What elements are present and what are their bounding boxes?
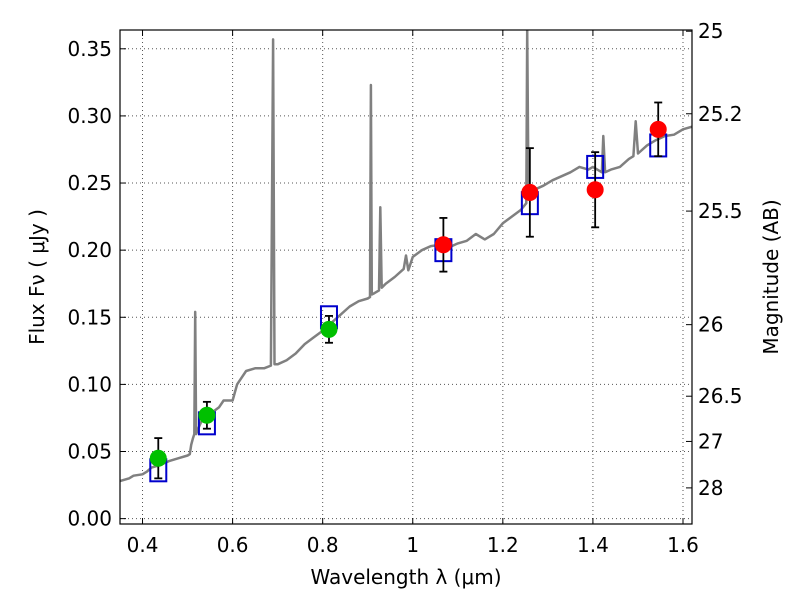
photometry-point <box>149 449 167 467</box>
spectrum-line <box>120 30 692 483</box>
tick-labels: 0.4 0.6 0.8 1 1.2 1.4 1.6 0.00 0.05 0.10 0.15 0.20 0… <box>67 19 742 557</box>
y-tick-label: 0.25 <box>67 171 112 195</box>
x-tick-label: 1.6 <box>667 533 699 557</box>
y-tick-label: 0.00 <box>67 507 112 531</box>
photometry-point <box>320 320 338 338</box>
y-tick-label: 0.30 <box>67 104 112 128</box>
photometry-point <box>586 181 604 199</box>
y-tick-label: 0.05 <box>67 440 112 464</box>
photometry-point <box>434 236 452 254</box>
y-tick-label: 0.20 <box>67 238 112 262</box>
y-tick-label: 0.35 <box>67 37 112 61</box>
y-tick-label: 0.15 <box>67 305 112 329</box>
x-tick-label: 0.4 <box>127 533 159 557</box>
x-axis-label: Wavelength λ (μm) <box>310 565 501 589</box>
magnitude-tick-label: 27 <box>698 429 723 453</box>
x-tick-label: 1 <box>406 533 419 557</box>
y-axis-label: Flux Fν ( μJy ) <box>25 209 49 345</box>
x-tick-label: 1.4 <box>577 533 609 557</box>
photometry-point <box>198 406 216 424</box>
photometry-point <box>649 120 667 138</box>
right-axis-label: Magnitude (AB) <box>759 199 783 354</box>
axis-ticks <box>120 30 692 524</box>
magnitude-tick-label: 25.5 <box>698 199 743 223</box>
magnitude-tick-label: 28 <box>698 476 723 500</box>
magnitude-tick-label: 25 <box>698 19 723 43</box>
magnitude-tick-label: 26.5 <box>698 384 743 408</box>
plot-frame <box>119 29 693 525</box>
plot-background <box>120 30 692 524</box>
x-tick-label: 0.8 <box>307 533 339 557</box>
x-tick-label: 0.6 <box>217 533 249 557</box>
plot-series <box>120 30 692 483</box>
x-tick-label: 1.2 <box>487 533 519 557</box>
magnitude-tick-label: 26 <box>698 313 723 337</box>
magnitude-tick-label: 25.2 <box>698 102 743 126</box>
y-tick-label: 0.10 <box>67 372 112 396</box>
photometry-point <box>521 183 539 201</box>
